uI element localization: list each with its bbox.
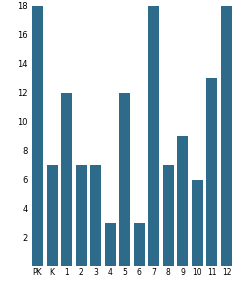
Bar bbox=[61, 93, 72, 266]
Bar bbox=[163, 165, 174, 266]
Bar bbox=[119, 93, 130, 266]
Bar bbox=[148, 6, 159, 266]
Bar bbox=[192, 180, 203, 266]
Bar bbox=[221, 6, 232, 266]
Bar bbox=[47, 165, 58, 266]
Bar bbox=[105, 223, 116, 266]
Bar bbox=[32, 6, 43, 266]
Bar bbox=[90, 165, 101, 266]
Bar bbox=[177, 136, 188, 266]
Bar bbox=[76, 165, 87, 266]
Bar bbox=[206, 78, 217, 266]
Bar bbox=[134, 223, 145, 266]
